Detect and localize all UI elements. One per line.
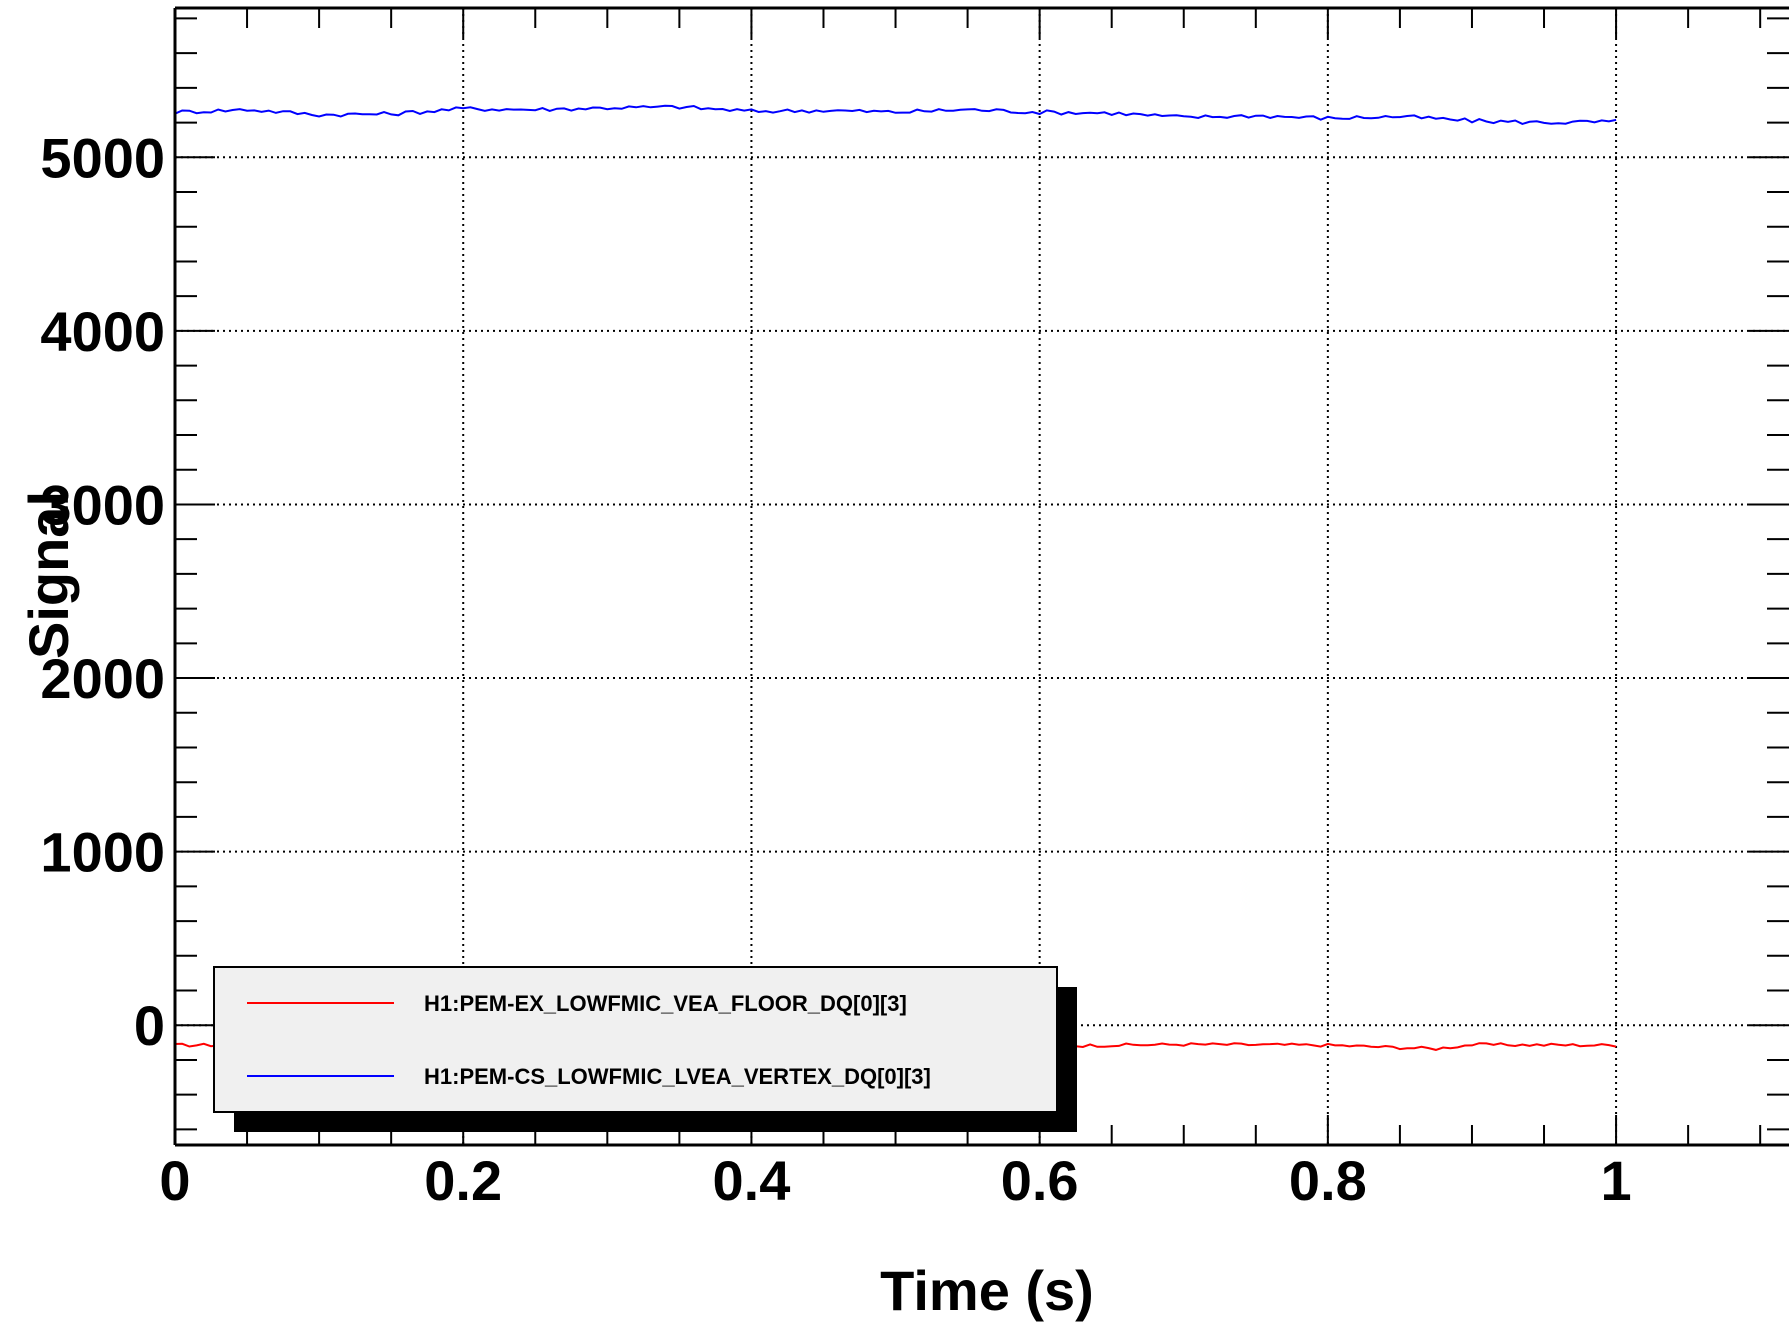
x-tick-label: 0.2 (424, 1149, 502, 1212)
y-tick-label: 5000 (40, 126, 165, 189)
x-tick-label: 0.8 (1289, 1149, 1367, 1212)
legend-box (214, 967, 1057, 1112)
legend-label-2: H1:PEM-CS_LOWFMIC_LVEA_VERTEX_DQ[0][3] (424, 1064, 931, 1089)
x-tick-label: 0.4 (712, 1149, 790, 1212)
x-tick-label: 1 (1600, 1149, 1631, 1212)
y-tick-label: 4000 (40, 300, 165, 363)
y-tick-label: 3000 (40, 473, 165, 536)
legend-label-1: H1:PEM-EX_LOWFMIC_VEA_FLOOR_DQ[0][3] (424, 991, 907, 1016)
x-tick-label: 0.6 (1001, 1149, 1079, 1212)
y-tick-label: 0 (134, 994, 165, 1057)
x-tick-label: 0 (159, 1149, 190, 1212)
y-tick-label: 2000 (40, 647, 165, 710)
series-lines (175, 106, 1616, 1050)
x-axis-title: Time (s) (880, 1259, 1094, 1322)
legend: H1:PEM-EX_LOWFMIC_VEA_FLOOR_DQ[0][3] H1:P… (214, 967, 1077, 1132)
y-tick-label: 1000 (40, 821, 165, 884)
series-line-2 (175, 106, 1616, 124)
